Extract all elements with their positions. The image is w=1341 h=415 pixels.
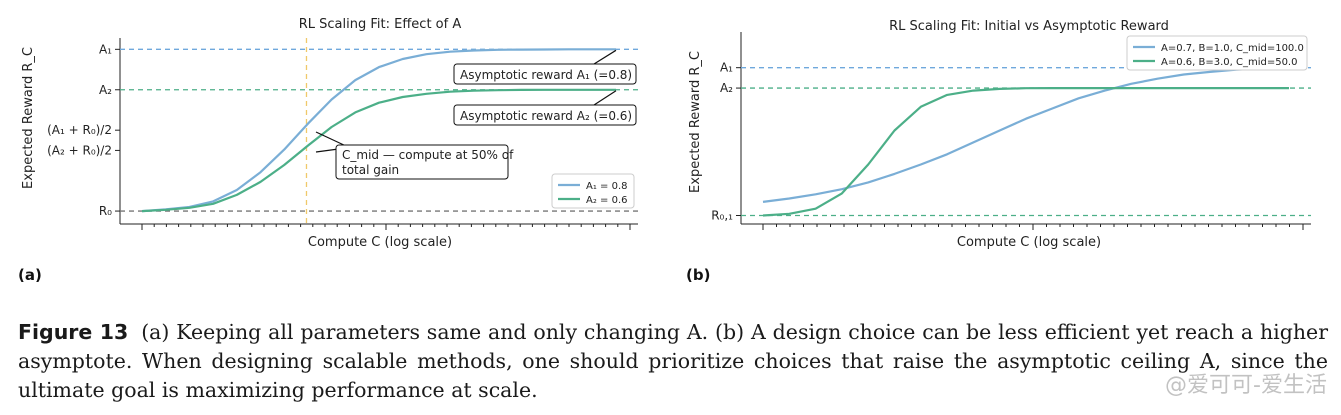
legend-entry: A₂ = 0.6 — [586, 195, 628, 206]
chart-a-xlabel: Compute C (log scale) — [308, 235, 452, 250]
chart-a-title: RL Scaling Fit: Effect of A — [299, 17, 462, 32]
figure-caption: Figure 13 (a) Keeping all parameters sam… — [18, 318, 1328, 405]
y-tick-label: (A₁ + R₀)/2 — [47, 123, 112, 137]
chart-b-title: RL Scaling Fit: Initial vs Asymptotic Re… — [889, 19, 1169, 34]
legend-entry: A=0.6, B=3.0, C_mid=50.0 — [1161, 57, 1297, 68]
panel-a-label: (a) — [18, 266, 42, 284]
y-tick-label: A₂ — [720, 81, 733, 95]
y-tick-label: R₀,₁ — [711, 209, 733, 223]
cmid-text-1: C_mid — compute at 50% of — [342, 148, 514, 162]
annotation-arrow — [593, 90, 617, 106]
y-tick-label: R₀ — [99, 204, 112, 218]
series-line-0 — [141, 48, 616, 213]
annotation-box — [453, 63, 637, 85]
annotation-text: Asymptotic reward A₁ (=0.8) — [460, 68, 632, 82]
annotation-box — [453, 104, 637, 126]
chart-b-ylabel: Expected Reward R_C — [688, 51, 703, 193]
y-tick-label: A₁ — [720, 61, 733, 75]
caption-label: Figure 13 — [18, 320, 129, 344]
y-tick-label: (A₂ + R₀)/2 — [47, 143, 112, 157]
chart-a: RL Scaling Fit: Effect of A Expected Rew… — [21, 17, 638, 250]
annotation-arrow — [593, 49, 617, 65]
cmid-arrow-1 — [315, 131, 347, 147]
legend-entry: A=0.7, B=1.0, C_mid=100.0 — [1161, 43, 1304, 54]
legend-entry: A₁ = 0.8 — [586, 181, 628, 192]
chart-b: RL Scaling Fit: Initial vs Asymptotic Re… — [688, 19, 1311, 250]
caption-text: (a) Keeping all parameters same and only… — [18, 320, 1328, 402]
chart-a-ylabel: Expected Reward R_C — [21, 47, 36, 189]
series-line-1 — [141, 88, 616, 213]
watermark: @爱可可-爱生活 — [1165, 373, 1327, 398]
panel-b-label: (b) — [686, 266, 711, 284]
cmid-text-2: total gain — [342, 163, 399, 177]
annotation-text: Asymptotic reward A₂ (=0.6) — [460, 109, 632, 123]
y-tick-label: A₂ — [99, 83, 112, 97]
chart-b-xlabel: Compute C (log scale) — [957, 235, 1101, 250]
series-line-1 — [762, 87, 1289, 217]
cmid-box — [335, 144, 509, 180]
y-tick-label: A₁ — [99, 42, 112, 56]
series-line-0 — [762, 66, 1290, 203]
legend-box — [1126, 35, 1308, 71]
